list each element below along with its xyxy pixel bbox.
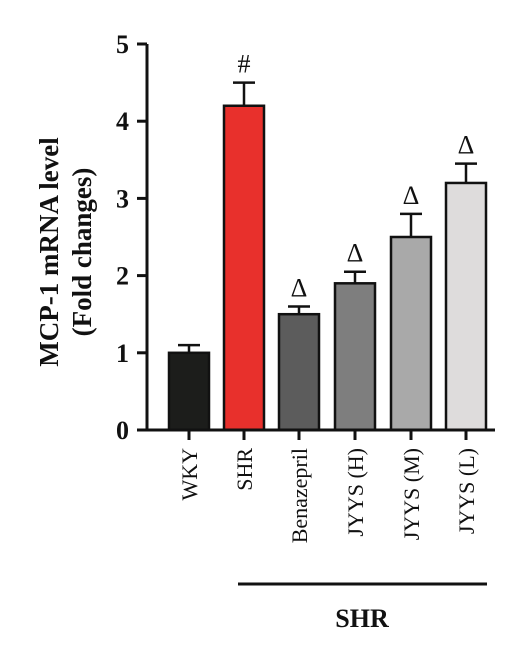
- x-tick-label: WKY: [177, 448, 202, 501]
- y-tick-label: 4: [116, 107, 129, 136]
- bar: [167, 351, 211, 432]
- x-tick-label: JYYS (H): [343, 448, 368, 537]
- y-tick-label: 5: [116, 30, 129, 59]
- y-tick-label: 0: [116, 416, 129, 445]
- y-tick-label: 1: [116, 339, 129, 368]
- y-axis-label-line1: MCP-1 mRNA level: [34, 137, 64, 367]
- significance-marker: Δ: [458, 131, 475, 160]
- y-tick-label: 3: [116, 184, 129, 213]
- x-tick-label: JYYS (L): [454, 448, 479, 534]
- bars: # Δ Δ Δ Δ: [167, 50, 488, 432]
- bar: [333, 282, 377, 432]
- significance-marker: Δ: [347, 239, 364, 268]
- bar: [277, 312, 321, 432]
- significance-marker: #: [238, 50, 251, 79]
- y-axis-label-line2: (Fold changes): [67, 168, 97, 337]
- y-axis: 0 1 2 3 4 5: [116, 30, 149, 445]
- y-axis-label: MCP-1 mRNA level (Fold changes): [34, 137, 97, 367]
- bar: [444, 181, 488, 432]
- x-axis: WKY SHR Benazepril JYYS (H) JYYS (M) JYYS (L): [145, 428, 495, 543]
- significance-marker: Δ: [403, 181, 420, 210]
- bar: [389, 235, 433, 432]
- x-tick-label: SHR: [232, 448, 257, 491]
- group-label: SHR: [335, 604, 389, 633]
- y-tick-label: 2: [116, 262, 129, 291]
- significance-marker: Δ: [291, 273, 308, 302]
- bar: [222, 104, 266, 432]
- x-tick-label: JYYS (M): [399, 448, 424, 540]
- x-tick-label: Benazepril: [287, 448, 312, 543]
